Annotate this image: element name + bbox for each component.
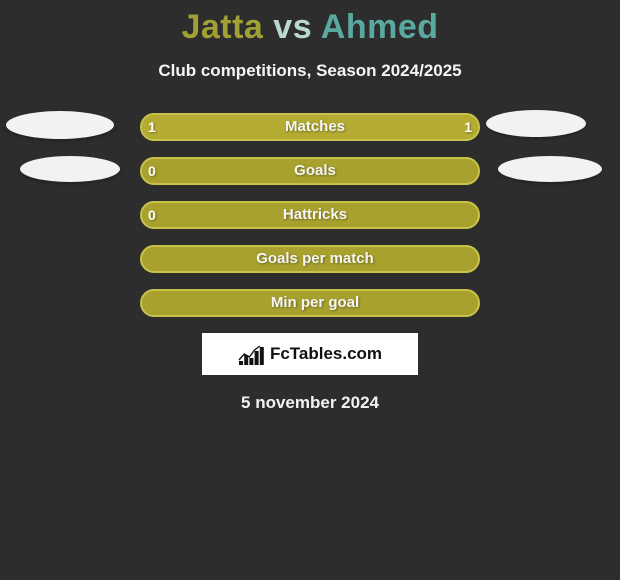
stat-label: Goals per match bbox=[140, 245, 480, 273]
comparison-title: Jatta vs Ahmed bbox=[0, 0, 620, 47]
logo-text: FcTables.com bbox=[270, 344, 382, 364]
player2-name: Ahmed bbox=[321, 8, 439, 46]
infographic-container: Jatta vs Ahmed Club competitions, Season… bbox=[0, 0, 620, 580]
player-ellipse-right bbox=[486, 110, 586, 137]
stat-row: Min per goal bbox=[0, 289, 620, 317]
player-ellipse-left bbox=[20, 156, 120, 182]
stat-label: Min per goal bbox=[140, 289, 480, 317]
barchart-icon bbox=[238, 343, 266, 365]
player1-name: Jatta bbox=[181, 8, 263, 46]
stat-row: Goals per match bbox=[0, 245, 620, 273]
player-ellipse-right bbox=[498, 156, 602, 182]
logo-box: FcTables.com bbox=[202, 333, 418, 375]
player-ellipse-left bbox=[6, 111, 114, 139]
stat-label: Hattricks bbox=[140, 201, 480, 229]
date-text: 5 november 2024 bbox=[0, 393, 620, 413]
stat-label: Matches bbox=[140, 113, 480, 141]
stat-value-left: 0 bbox=[148, 157, 156, 185]
stat-value-left: 0 bbox=[148, 201, 156, 229]
subtitle: Club competitions, Season 2024/2025 bbox=[0, 61, 620, 81]
stat-value-left: 1 bbox=[148, 113, 156, 141]
stat-label: Goals bbox=[140, 157, 480, 185]
stat-value-right: 1 bbox=[464, 113, 472, 141]
stat-row: Matches1 1 bbox=[0, 113, 620, 141]
stat-row: Goals0 bbox=[0, 157, 620, 185]
vs-text: vs bbox=[273, 8, 312, 46]
stat-row: Hattricks0 bbox=[0, 201, 620, 229]
stats-area: Matches11Goals0Hattricks0Goals per match… bbox=[0, 113, 620, 317]
